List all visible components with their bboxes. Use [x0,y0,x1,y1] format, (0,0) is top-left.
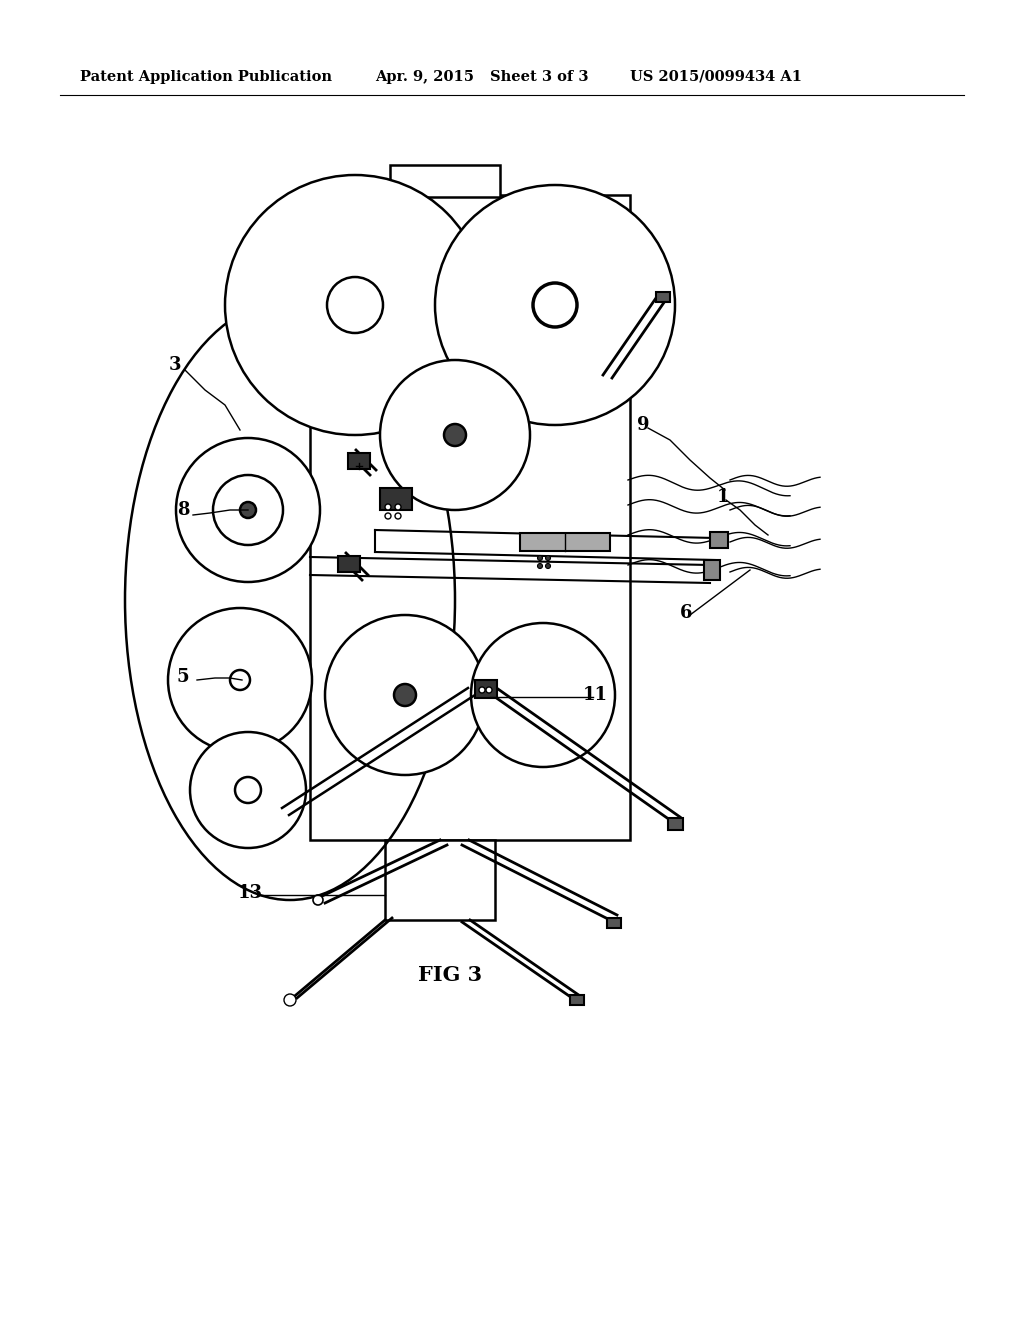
Circle shape [435,185,675,425]
Text: 3: 3 [169,356,181,374]
Text: FIG 3: FIG 3 [418,965,482,985]
Text: Patent Application Publication: Patent Application Publication [80,70,332,84]
Text: 11: 11 [583,686,607,704]
Circle shape [444,424,466,446]
Bar [520,533,610,550]
Circle shape [176,438,319,582]
Text: Sheet 3 of 3: Sheet 3 of 3 [490,70,589,84]
Bar [656,292,670,302]
Bar [705,560,720,579]
Circle shape [325,615,485,775]
Circle shape [213,475,283,545]
Bar [710,532,728,548]
Text: 6: 6 [680,605,692,622]
Circle shape [394,684,416,706]
Circle shape [395,513,401,519]
Circle shape [234,777,261,803]
Text: 9: 9 [637,416,649,434]
Bar [390,165,500,197]
Circle shape [230,671,250,690]
Bar [310,195,630,840]
Bar [348,453,370,469]
Circle shape [471,623,615,767]
Text: Apr. 9, 2015: Apr. 9, 2015 [375,70,474,84]
Text: 13: 13 [238,884,262,902]
Circle shape [538,556,543,561]
Bar [475,680,497,698]
Circle shape [240,502,256,517]
Circle shape [395,504,401,510]
Circle shape [327,277,383,333]
Circle shape [479,686,485,693]
Text: US 2015/0099434 A1: US 2015/0099434 A1 [630,70,802,84]
Bar [380,488,412,510]
Circle shape [313,895,323,906]
Bar [570,995,584,1005]
Circle shape [190,733,306,847]
Circle shape [538,564,543,569]
Bar [385,840,495,920]
Circle shape [284,994,296,1006]
Circle shape [546,556,551,561]
Text: 8: 8 [177,502,189,519]
Circle shape [225,176,485,436]
Circle shape [534,282,577,327]
Circle shape [385,513,391,519]
Circle shape [385,504,391,510]
Bar [668,818,683,830]
Circle shape [546,564,551,569]
Circle shape [380,360,530,510]
Bar [338,556,360,572]
Bar [607,917,621,928]
Circle shape [486,686,492,693]
Circle shape [168,609,312,752]
Text: 5: 5 [177,668,189,686]
Text: 1: 1 [717,488,729,506]
